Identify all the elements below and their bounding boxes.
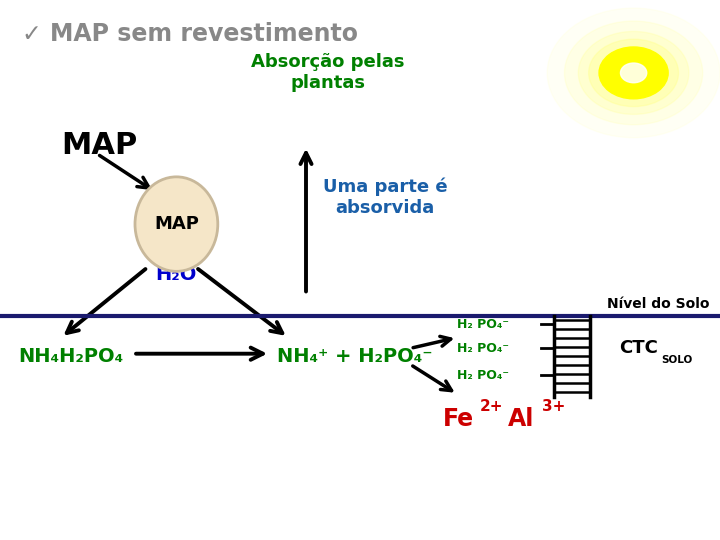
Text: NH₄H₂PO₄: NH₄H₂PO₄: [18, 347, 123, 366]
Text: H₂ PO₄⁻: H₂ PO₄⁻: [457, 342, 509, 355]
Text: Uma parte é
absorvida: Uma parte é absorvida: [323, 178, 448, 217]
Text: NH₄⁺ + H₂PO₄⁻: NH₄⁺ + H₂PO₄⁻: [277, 347, 433, 366]
Text: 2+: 2+: [480, 399, 504, 414]
Text: H₂ PO₄⁻: H₂ PO₄⁻: [457, 369, 509, 382]
Text: H₂O: H₂O: [156, 265, 197, 284]
Text: Fe: Fe: [443, 407, 474, 430]
Circle shape: [547, 8, 720, 138]
Circle shape: [564, 21, 703, 125]
Circle shape: [599, 47, 668, 99]
Text: SOLO: SOLO: [661, 355, 692, 365]
Circle shape: [621, 63, 647, 83]
Text: CTC: CTC: [619, 339, 658, 357]
Text: H₂ PO₄⁻: H₂ PO₄⁻: [457, 318, 509, 330]
Text: MAP: MAP: [61, 131, 138, 160]
Text: Absorção pelas
plantas: Absorção pelas plantas: [251, 53, 405, 92]
Text: 3+: 3+: [542, 399, 565, 414]
Text: MAP: MAP: [154, 215, 199, 233]
Text: Nível do Solo: Nível do Solo: [607, 296, 709, 310]
Ellipse shape: [135, 177, 218, 271]
Text: ✓ MAP sem revestimento: ✓ MAP sem revestimento: [22, 22, 358, 45]
Text: Al: Al: [508, 407, 534, 430]
Circle shape: [578, 31, 689, 114]
Circle shape: [589, 39, 678, 106]
